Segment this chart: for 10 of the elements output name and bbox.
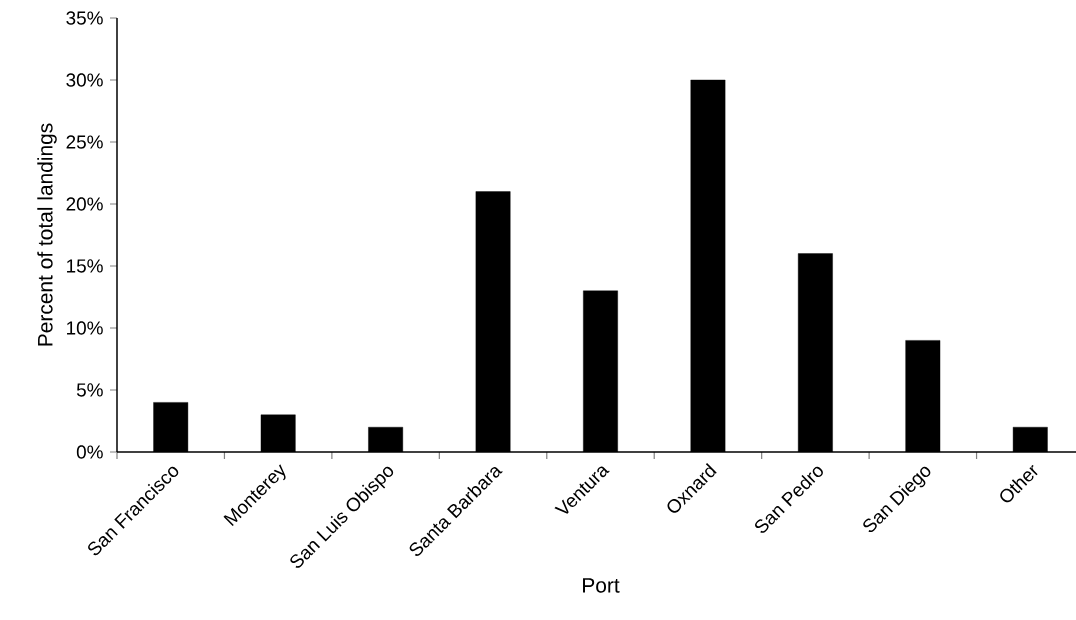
y-axis-title: Percent of total landings xyxy=(37,123,57,346)
y-tick-label: 5% xyxy=(76,383,103,397)
y-tick-label: 35% xyxy=(66,11,103,25)
y-tick-label: 20% xyxy=(66,197,103,211)
y-tick-label: 15% xyxy=(67,259,103,273)
y-tick-label: 10% xyxy=(67,321,103,335)
y-tick-label: 25% xyxy=(66,135,103,149)
y-tick-label: 0% xyxy=(76,445,103,459)
y-tick-label: 30% xyxy=(66,73,103,87)
x-axis-title: Port xyxy=(583,578,620,593)
